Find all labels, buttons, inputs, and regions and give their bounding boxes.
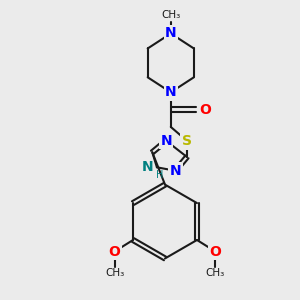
Text: N: N [160,134,172,148]
Text: O: O [109,244,121,259]
Text: N: N [169,164,181,178]
Text: N: N [165,85,177,99]
Text: N: N [165,26,177,40]
Text: S: S [182,134,192,148]
Text: O: O [209,244,221,259]
Text: CH₃: CH₃ [206,268,225,278]
Text: CH₃: CH₃ [105,268,124,278]
Text: H: H [156,169,163,180]
Text: CH₃: CH₃ [161,10,180,20]
Text: O: O [200,103,211,117]
Text: N: N [142,160,154,174]
